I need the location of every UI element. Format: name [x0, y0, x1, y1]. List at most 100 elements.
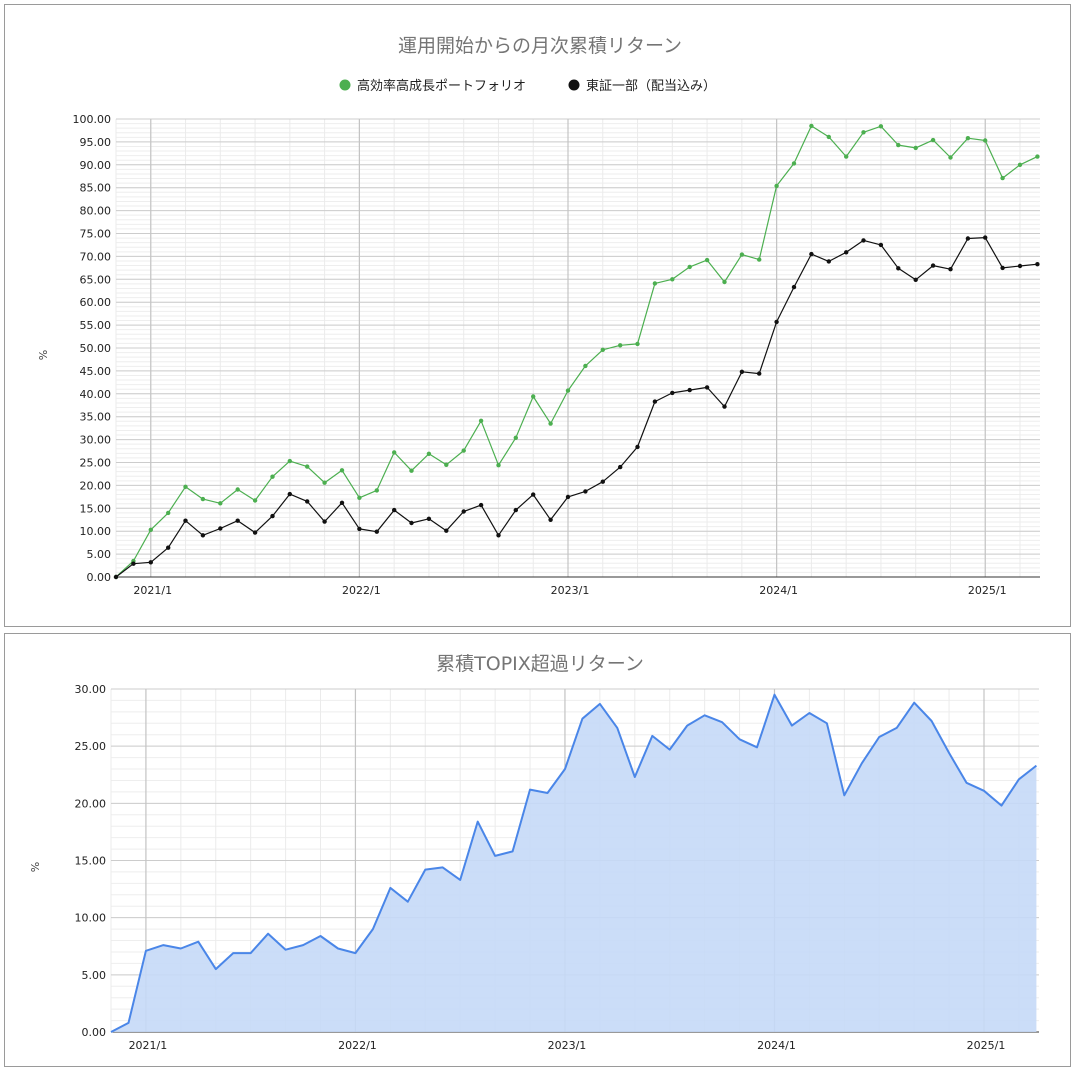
- data-point: [392, 450, 397, 455]
- data-point: [1017, 263, 1023, 269]
- series-line-0: [110, 693, 1038, 1033]
- data-point: [409, 468, 414, 473]
- chart-panel-excess-return: 累積TOPIX超過リターン % 30.00 25.00 20.00 15.00 10.0…: [4, 633, 1071, 1067]
- series-layer: [110, 693, 1038, 1033]
- data-point: [670, 390, 675, 396]
- legend-marker-portfolio: [339, 79, 351, 91]
- data-point: [113, 574, 119, 580]
- data-point: [305, 499, 310, 504]
- y-tick-label: 70.00: [80, 250, 112, 263]
- y-tick-label: 30.00: [80, 434, 112, 447]
- data-point: [270, 474, 275, 479]
- data-point: [913, 145, 918, 151]
- y-axis-ticks: 100.00 95.00 90.00 85.00 80.00 75.00 70.00 65.0…: [73, 113, 112, 584]
- data-point: [722, 404, 727, 409]
- data-point: [983, 138, 988, 143]
- data-point: [565, 494, 571, 500]
- data-point: [791, 284, 797, 290]
- x-tick-label: 2024/1: [757, 1039, 796, 1052]
- data-point: [687, 264, 692, 270]
- data-point: [235, 518, 240, 523]
- data-point: [861, 238, 866, 243]
- data-point: [722, 279, 727, 285]
- x-tick-label: 2025/1: [968, 584, 1007, 597]
- data-point: [844, 154, 849, 159]
- x-tick-label: 2022/1: [342, 584, 381, 597]
- data-point: [200, 533, 206, 538]
- data-point: [965, 136, 971, 141]
- excess-return-chart: 累積TOPIX超過リターン % 30.00 25.00 20.00 15.00 10.0…: [29, 653, 1039, 1052]
- data-point: [861, 130, 866, 135]
- data-point: [357, 526, 362, 532]
- data-point: [774, 183, 779, 189]
- series-line-0: [115, 125, 1038, 578]
- y-axis-label: %: [29, 862, 42, 872]
- chart-panel-cumulative-return: 運用開始からの月次累積リターン 高効率高成長ポートフォリオ 東証一部（配当込み）…: [4, 4, 1071, 627]
- data-point: [339, 500, 345, 505]
- data-point: [757, 257, 762, 262]
- data-point: [1035, 262, 1040, 267]
- data-point: [583, 363, 588, 369]
- chart-title: 累積TOPIX超過リターン: [436, 653, 644, 675]
- y-tick-label: 10.00: [75, 912, 107, 925]
- x-tick-label: 2025/1: [967, 1039, 1006, 1052]
- data-point: [809, 123, 814, 129]
- y-tick-label: 65.00: [80, 273, 112, 286]
- data-point: [618, 343, 623, 348]
- y-tick-label: 0.00: [87, 571, 112, 584]
- data-point: [357, 495, 362, 500]
- series-line-1: [115, 237, 1038, 578]
- data-point: [983, 235, 988, 240]
- data-point: [374, 529, 379, 534]
- y-tick-label: 20.00: [75, 797, 107, 810]
- y-tick-label: 50.00: [80, 342, 112, 355]
- y-tick-label: 95.00: [80, 136, 112, 149]
- y-tick-label: 10.00: [80, 525, 112, 538]
- data-point: [339, 468, 345, 473]
- data-point: [444, 528, 449, 533]
- data-point: [774, 319, 779, 325]
- data-point: [496, 533, 501, 538]
- y-tick-label: 15.00: [80, 502, 112, 515]
- data-point: [930, 137, 936, 143]
- y-tick-label: 15.00: [75, 855, 107, 868]
- data-point: [513, 435, 518, 440]
- data-point: [444, 462, 449, 467]
- data-point: [757, 371, 762, 376]
- x-tick-label: 2024/1: [759, 584, 798, 597]
- data-point: [600, 479, 605, 484]
- data-point: [200, 496, 206, 502]
- y-tick-label: 85.00: [80, 182, 112, 195]
- data-point: [166, 510, 171, 516]
- data-point: [131, 561, 136, 566]
- data-point: [565, 388, 571, 393]
- y-tick-label: 25.00: [75, 740, 107, 753]
- data-point: [322, 519, 327, 524]
- data-point: [1000, 265, 1005, 271]
- data-point: [583, 489, 588, 494]
- data-point: [183, 484, 188, 489]
- data-point: [235, 487, 240, 492]
- grid: [115, 118, 1040, 578]
- data-point: [287, 458, 292, 464]
- data-point: [218, 526, 223, 531]
- data-point: [218, 501, 223, 506]
- cumulative-return-chart: 運用開始からの月次累積リターン 高効率高成長ポートフォリオ 東証一部（配当込み）…: [37, 35, 1040, 597]
- data-point: [1000, 175, 1005, 181]
- y-axis-label: %: [37, 350, 50, 360]
- data-point: [618, 464, 623, 470]
- data-point: [896, 142, 901, 148]
- x-tick-label: 2023/1: [548, 1039, 587, 1052]
- data-point: [392, 507, 397, 513]
- data-point: [374, 488, 379, 493]
- data-point: [513, 507, 518, 513]
- x-tick-label: 2021/1: [133, 584, 172, 597]
- data-point: [478, 418, 484, 423]
- data-point: [409, 520, 414, 526]
- data-point: [739, 369, 745, 374]
- data-point: [965, 236, 971, 241]
- data-point: [913, 277, 918, 282]
- x-axis-ticks: 2021/1 2022/1 2023/1 2024/1 2025/1: [129, 1039, 1006, 1052]
- y-tick-label: 60.00: [80, 296, 112, 309]
- data-point: [809, 251, 814, 257]
